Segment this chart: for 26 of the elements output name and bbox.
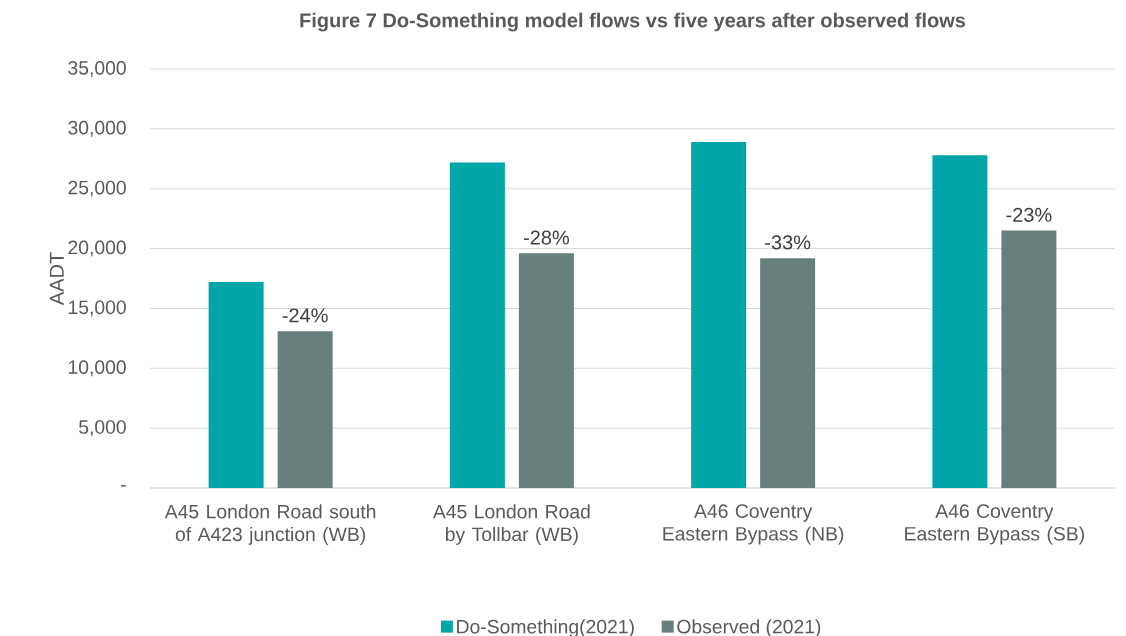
y-tick-label: 30,000 [68, 120, 126, 137]
bar [277, 331, 333, 488]
y-tick-label: 35,000 [68, 61, 126, 77]
annotation: -28% [523, 230, 569, 245]
bar [1001, 230, 1057, 488]
y-axis-title: AADT [49, 252, 64, 306]
x-tick-label: A45 London Road south of A423 junction (WB) [164, 504, 376, 545]
x-tick-label: A46 Coventry Eastern Bypass (SB) [905, 504, 1084, 545]
bar [760, 258, 816, 488]
y-tick-label: 20,000 [68, 240, 126, 257]
x-tick-label: A45 London Road by Tollbar (WB) [432, 504, 590, 545]
bar [691, 142, 747, 488]
bar [208, 282, 264, 488]
bar [518, 253, 574, 488]
y-tick-label: 25,000 [68, 180, 126, 197]
y-tick-label: 10,000 [68, 360, 126, 377]
bar [449, 162, 505, 488]
chart-title: Figure 7 Do-Something model flows vs five years after observed flows [300, 12, 966, 32]
annotation: -24% [282, 308, 328, 323]
y-tick-label: 15,000 [68, 300, 126, 317]
annotation: -23% [1006, 207, 1052, 222]
y-tick-label: 5,000 [79, 420, 126, 437]
x-tick-label: A46 Coventry Eastern Bypass (NB) [663, 504, 844, 545]
y-tick-label: - [121, 485, 126, 487]
bar [932, 155, 988, 488]
annotation: -33% [765, 235, 811, 250]
